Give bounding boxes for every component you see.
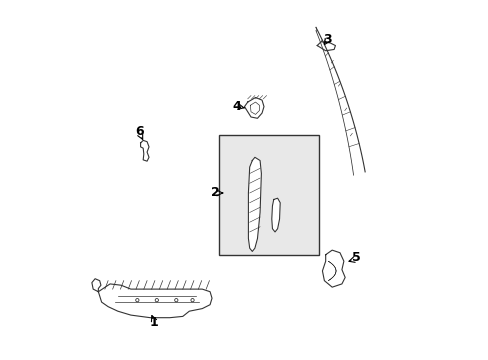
Bar (218, 135, 319, 255)
Text: 6: 6 (135, 125, 143, 138)
Polygon shape (317, 42, 335, 51)
Polygon shape (244, 98, 264, 118)
Text: 4: 4 (232, 100, 241, 113)
Text: 3: 3 (323, 32, 331, 46)
Polygon shape (248, 157, 261, 251)
Polygon shape (140, 140, 149, 161)
Text: 5: 5 (351, 251, 360, 265)
Polygon shape (322, 250, 345, 287)
Polygon shape (92, 279, 101, 292)
Polygon shape (98, 284, 212, 318)
Polygon shape (315, 27, 365, 175)
Polygon shape (271, 198, 280, 232)
Text: 2: 2 (210, 186, 219, 199)
Text: 1: 1 (149, 316, 158, 329)
